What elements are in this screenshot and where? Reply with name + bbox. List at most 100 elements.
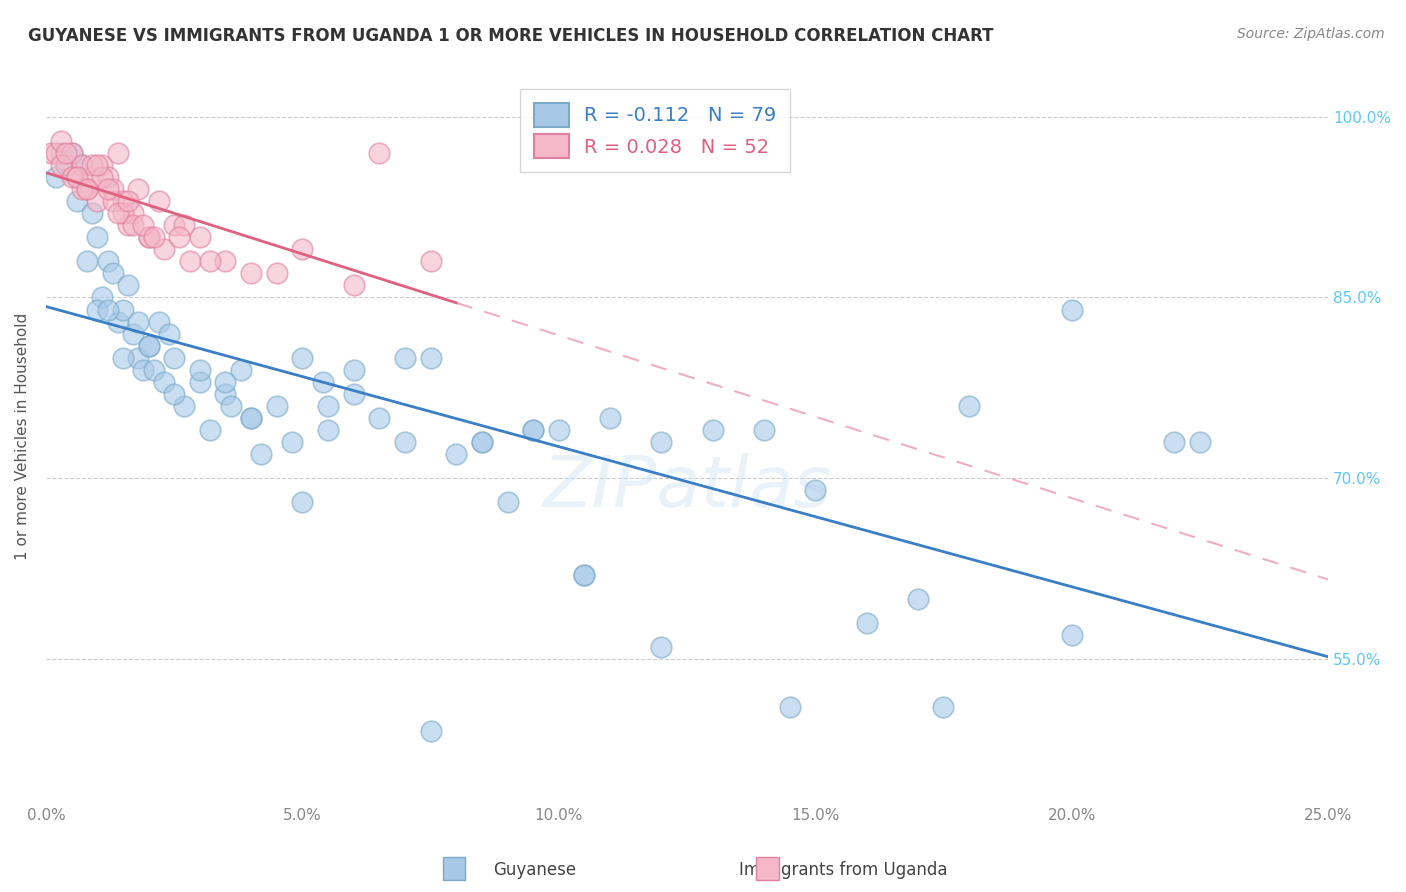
Point xyxy=(343,278,366,293)
Point xyxy=(60,169,83,184)
Point xyxy=(188,363,211,377)
Point xyxy=(343,363,366,377)
Point xyxy=(66,169,89,184)
Point xyxy=(173,218,195,232)
Point xyxy=(96,182,118,196)
Point xyxy=(1060,302,1083,317)
Point xyxy=(138,339,160,353)
Point xyxy=(907,591,929,606)
Point xyxy=(55,158,77,172)
Point xyxy=(266,266,288,280)
Point xyxy=(650,435,672,450)
Point xyxy=(419,254,441,268)
Point xyxy=(96,302,118,317)
Point xyxy=(394,435,416,450)
Point xyxy=(1163,435,1185,450)
Point xyxy=(138,230,160,244)
Point xyxy=(82,169,104,184)
Point xyxy=(122,218,145,232)
Point xyxy=(574,567,596,582)
Point xyxy=(574,567,596,582)
Point xyxy=(86,194,108,208)
Point xyxy=(291,495,314,509)
Point xyxy=(111,194,134,208)
Point xyxy=(496,495,519,509)
Point xyxy=(266,399,288,413)
Point xyxy=(957,399,980,413)
Point xyxy=(752,423,775,437)
Point xyxy=(157,326,180,341)
Point xyxy=(82,206,104,220)
Point xyxy=(142,230,165,244)
Point xyxy=(66,194,89,208)
Point xyxy=(932,700,955,714)
Point xyxy=(107,145,129,160)
Point xyxy=(117,194,139,208)
Point xyxy=(51,134,73,148)
Point xyxy=(163,387,186,401)
Point xyxy=(316,423,339,437)
Point xyxy=(198,423,221,437)
Point xyxy=(214,387,236,401)
Point xyxy=(291,242,314,256)
Point xyxy=(219,399,242,413)
Point xyxy=(45,145,67,160)
Point xyxy=(148,315,170,329)
Point xyxy=(250,447,273,461)
Point xyxy=(368,145,391,160)
Point xyxy=(153,375,176,389)
Point xyxy=(55,158,77,172)
Point xyxy=(70,158,93,172)
Point xyxy=(163,351,186,365)
Point xyxy=(163,218,186,232)
Text: Guyanese: Guyanese xyxy=(492,861,576,879)
Point xyxy=(122,206,145,220)
Text: ZIPatlas: ZIPatlas xyxy=(543,453,831,522)
Point xyxy=(127,182,149,196)
Point xyxy=(446,447,468,461)
Point xyxy=(188,375,211,389)
Point xyxy=(471,435,494,450)
Point xyxy=(86,230,108,244)
Point xyxy=(471,435,494,450)
Point xyxy=(117,278,139,293)
Point xyxy=(138,339,160,353)
Point xyxy=(214,254,236,268)
Point xyxy=(70,182,93,196)
Point xyxy=(1188,435,1211,450)
Point xyxy=(101,182,124,196)
Point xyxy=(153,242,176,256)
Point xyxy=(107,315,129,329)
Text: Source: ZipAtlas.com: Source: ZipAtlas.com xyxy=(1237,27,1385,41)
Point xyxy=(86,302,108,317)
Point xyxy=(312,375,335,389)
Point xyxy=(127,315,149,329)
Point xyxy=(111,351,134,365)
Point xyxy=(111,206,134,220)
Point xyxy=(51,158,73,172)
Point xyxy=(804,483,827,498)
Point xyxy=(179,254,201,268)
Point xyxy=(132,218,155,232)
Point xyxy=(91,169,114,184)
Point xyxy=(599,411,621,425)
Point xyxy=(214,375,236,389)
Point xyxy=(343,387,366,401)
Point xyxy=(229,363,252,377)
Text: Immigrants from Uganda: Immigrants from Uganda xyxy=(740,861,948,879)
Point xyxy=(142,363,165,377)
Point xyxy=(316,399,339,413)
Point xyxy=(148,194,170,208)
Point xyxy=(45,169,67,184)
Point xyxy=(101,194,124,208)
Point xyxy=(240,411,263,425)
Legend: R = -0.112   N = 79, R = 0.028   N = 52: R = -0.112 N = 79, R = 0.028 N = 52 xyxy=(520,89,790,172)
Point xyxy=(702,423,724,437)
Point xyxy=(522,423,544,437)
Point xyxy=(547,423,569,437)
Y-axis label: 1 or more Vehicles in Household: 1 or more Vehicles in Household xyxy=(15,312,30,559)
Point xyxy=(188,230,211,244)
Point xyxy=(91,158,114,172)
Point xyxy=(138,230,160,244)
Point xyxy=(76,182,98,196)
